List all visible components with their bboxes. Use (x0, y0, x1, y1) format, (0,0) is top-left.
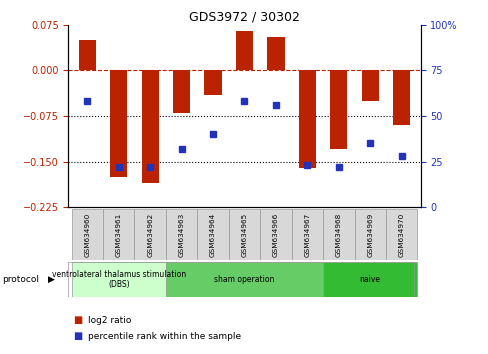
Bar (141, 70, 159, 183)
Text: ■: ■ (73, 331, 82, 341)
Bar (71, 209, 103, 260)
Bar (260, 209, 291, 260)
Bar (267, 37, 284, 70)
Bar (228, 209, 260, 260)
Text: GSM634964: GSM634964 (210, 212, 216, 257)
Bar (103, 209, 134, 260)
Bar (110, 70, 127, 177)
Text: ▶: ▶ (48, 275, 55, 284)
Text: GSM634965: GSM634965 (241, 212, 247, 257)
Bar (165, 209, 197, 260)
Bar (298, 70, 315, 167)
Text: GSM634963: GSM634963 (178, 212, 184, 257)
Text: naive: naive (359, 275, 380, 284)
Text: GSM634970: GSM634970 (398, 212, 404, 257)
Text: percentile rank within the sample: percentile rank within the sample (88, 332, 241, 341)
Text: protocol: protocol (2, 275, 40, 284)
Text: ventrolateral thalamus stimulation
(DBS): ventrolateral thalamus stimulation (DBS) (52, 270, 185, 289)
Bar (354, 209, 385, 260)
Text: GSM634960: GSM634960 (84, 212, 90, 257)
Bar (79, 40, 96, 70)
Bar (197, 209, 228, 260)
Bar (323, 209, 354, 260)
Bar (71, 262, 165, 297)
Bar (134, 209, 165, 260)
Text: GSM634961: GSM634961 (116, 212, 122, 257)
Text: GSM634967: GSM634967 (304, 212, 310, 257)
Text: sham operation: sham operation (214, 275, 274, 284)
Title: GDS3972 / 30302: GDS3972 / 30302 (189, 11, 299, 24)
Bar (361, 70, 378, 101)
Text: ■: ■ (73, 315, 82, 325)
Bar (392, 70, 409, 125)
Bar (235, 31, 253, 70)
Bar (173, 70, 190, 113)
Bar (291, 209, 323, 260)
Text: GSM634966: GSM634966 (272, 212, 278, 257)
Bar (323, 262, 417, 297)
Text: GSM634968: GSM634968 (335, 212, 341, 257)
Bar (385, 209, 417, 260)
Text: GSM634969: GSM634969 (366, 212, 372, 257)
Text: GSM634962: GSM634962 (147, 212, 153, 257)
Text: log2 ratio: log2 ratio (88, 316, 131, 325)
Bar (204, 70, 221, 95)
Bar (165, 262, 323, 297)
Bar (329, 70, 347, 149)
